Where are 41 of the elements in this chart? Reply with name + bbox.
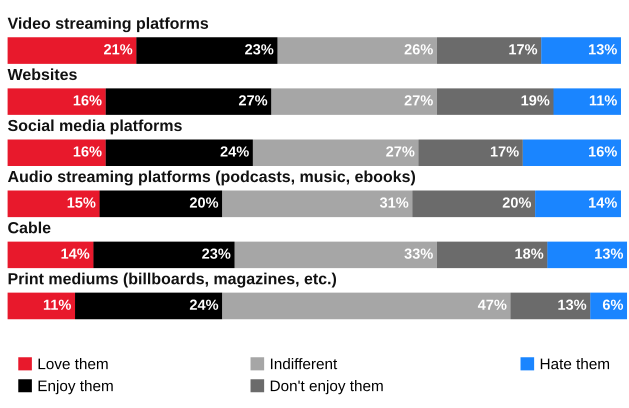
data-label: 27%	[404, 95, 433, 106]
data-label: 23%	[202, 248, 230, 259]
y-tick-label: Social media platforms	[8, 119, 182, 134]
data-label: 21%	[104, 44, 132, 54]
legend-label: Indifferent	[270, 358, 338, 370]
data-label: 17%	[509, 44, 538, 54]
data-label: 16%	[74, 146, 102, 157]
y-tick-label: Audio streaming platforms (podcasts, music, ebooks)	[8, 170, 416, 186]
data-label: 19%	[522, 95, 550, 106]
data-label: 14%	[61, 248, 90, 259]
data-label: 27%	[386, 146, 414, 157]
data-label: 17%	[490, 146, 519, 157]
y-tick-label: Websites	[8, 68, 77, 80]
data-label: 13%	[558, 300, 586, 310]
data-label: 13%	[589, 44, 617, 54]
data-label: 20%	[190, 197, 218, 208]
data-label: 31%	[380, 197, 408, 208]
data-label: 15%	[68, 197, 96, 208]
data-label: 11%	[590, 95, 617, 106]
y-tick-label: Print mediums (billboards, magazines, etc.)	[8, 272, 336, 288]
data-label: 20%	[502, 197, 532, 208]
y-tick-label: Video streaming platforms	[8, 17, 208, 32]
data-label: 47%	[478, 300, 506, 310]
legend-label: Love them	[38, 358, 108, 370]
data-label: 18%	[515, 248, 544, 259]
data-label: 11%	[44, 300, 71, 310]
data-label: 33%	[404, 248, 433, 259]
data-label: 16%	[589, 146, 617, 157]
data-label: 26%	[404, 44, 433, 54]
data-label: 13%	[595, 248, 624, 259]
legend-label: Don't enjoy them	[270, 380, 383, 394]
data-label: 14%	[589, 197, 617, 208]
data-label: 24%	[190, 300, 218, 310]
y-tick-label: Cable	[8, 222, 50, 234]
data-label: 27%	[238, 95, 268, 106]
data-label: 16%	[74, 95, 102, 106]
legend-label: Enjoy them	[38, 380, 113, 394]
data-label: 24%	[220, 146, 249, 157]
data-label: 23%	[245, 44, 274, 54]
legend-label: Hate them	[540, 358, 610, 370]
data-label: 6%	[602, 300, 624, 310]
